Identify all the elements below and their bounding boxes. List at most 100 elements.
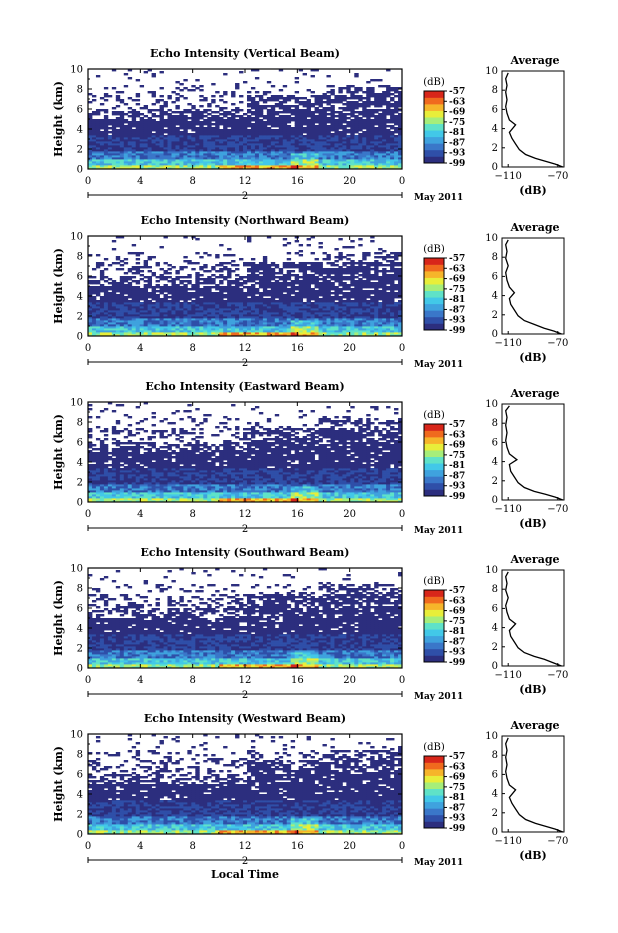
heatmap-cell <box>100 284 104 286</box>
heatmap-cell <box>104 109 108 111</box>
heatmap-cell <box>243 117 247 119</box>
heatmap-cell <box>124 284 128 286</box>
heatmap-cell <box>231 91 235 93</box>
heatmap-cell <box>326 75 330 77</box>
heatmap-cell <box>255 77 259 79</box>
average-x-tick-label: −110 <box>494 171 521 182</box>
heatmap-cell <box>88 113 92 115</box>
heatmap-cell <box>386 286 390 288</box>
heatmap-cell <box>291 95 295 97</box>
heatmap-cell <box>104 268 108 270</box>
heatmap-cell <box>370 101 374 103</box>
heatmap-cell <box>358 111 362 113</box>
heatmap-cell <box>390 103 394 105</box>
heatmap-cell <box>275 103 279 105</box>
heatmap-cell <box>394 292 398 294</box>
heatmap-cell <box>326 95 330 97</box>
heatmap-cell <box>303 73 307 75</box>
heatmap-cell <box>350 85 354 87</box>
heatmap-cell <box>183 79 187 81</box>
panel-2: Echo Intensity (Northward Beam)0246810He… <box>52 214 568 370</box>
heatmap-cell <box>215 270 219 272</box>
heatmap-cell <box>152 119 156 121</box>
heatmap-cell <box>235 115 239 117</box>
heatmap-cell <box>370 282 374 284</box>
heatmap-cell <box>323 101 327 103</box>
heatmap-cell <box>231 270 235 272</box>
heatmap-cell <box>275 129 279 131</box>
heatmap-cell <box>223 300 227 302</box>
heatmap-cell <box>175 127 179 129</box>
heatmap-cell <box>171 91 175 93</box>
y-axis-label: Height (km) <box>52 81 65 157</box>
heatmap-cell <box>263 91 267 93</box>
heatmap-cell <box>374 109 378 111</box>
colorbar-segment <box>424 130 444 137</box>
heatmap-cell <box>326 125 330 127</box>
heatmap-cell <box>374 115 378 117</box>
average-y-tick-label: 6 <box>492 104 498 115</box>
heatmap-cells <box>88 236 402 336</box>
heatmap-cell <box>88 93 92 95</box>
panel-title: Echo Intensity (Northward Beam) <box>141 214 350 227</box>
y-tick-label: 8 <box>77 85 83 96</box>
heatmap-cell <box>203 109 207 111</box>
heatmap-cell <box>152 73 156 75</box>
heatmap-cell <box>223 294 227 296</box>
colorbar-tick-label: -57 <box>449 87 465 97</box>
heatmap-cell <box>350 300 354 302</box>
heatmap-cell <box>167 296 171 298</box>
heatmap-cell <box>128 282 132 284</box>
heatmap-cell <box>311 302 315 304</box>
heatmap-cell <box>386 125 390 127</box>
heatmap-cell <box>219 99 223 101</box>
heatmap-cell <box>132 129 136 131</box>
heatmap-cell <box>362 280 366 282</box>
heatmap-cell <box>116 282 120 284</box>
heatmap-cell <box>219 95 223 97</box>
heatmap-cell <box>358 278 362 280</box>
heatmap-cell <box>136 103 140 105</box>
heatmap-cell <box>235 278 239 280</box>
heatmap-cell <box>92 111 96 113</box>
heatmap-cell <box>326 117 330 119</box>
heatmap-cell <box>311 288 315 290</box>
heatmap-cell <box>239 288 243 290</box>
heatmap-cell <box>144 105 148 107</box>
heatmap-cell <box>144 115 148 117</box>
heatmap-cell <box>247 298 251 300</box>
heatmap-cell <box>247 286 251 288</box>
heatmap-cell <box>156 109 160 111</box>
heatmap-cell <box>378 109 382 111</box>
colorbar-segment <box>424 150 444 157</box>
heatmap-cell <box>271 129 275 131</box>
heatmap-cell <box>267 97 271 99</box>
heatmap-cell <box>287 270 291 272</box>
heatmap-cell <box>160 286 164 288</box>
heatmap-cell <box>334 286 338 288</box>
heatmap-cell <box>354 280 358 282</box>
heatmap-cell <box>227 111 231 113</box>
heatmap-cell <box>116 294 120 296</box>
heatmap-cell <box>160 95 164 97</box>
heatmap-cell <box>279 111 283 113</box>
heatmap-cell <box>124 276 128 278</box>
heatmap-cell <box>211 123 215 125</box>
colorbar-unit: (dB) <box>423 77 445 88</box>
heatmap-cell <box>128 111 132 113</box>
heatmap-cell <box>346 129 350 131</box>
heatmap-cell <box>311 274 315 276</box>
heatmap-cell <box>215 111 219 113</box>
heatmap-cell <box>259 119 263 121</box>
month-label: May 2011 <box>414 193 463 203</box>
heatmap-cell <box>120 276 124 278</box>
heatmap-cell <box>342 87 346 89</box>
heatmap-cell <box>179 276 183 278</box>
heatmap-cell <box>199 89 203 91</box>
heatmap-cell <box>108 292 112 294</box>
heatmap-cell <box>366 87 370 89</box>
heatmap-cell <box>346 113 350 115</box>
heatmap-cell <box>179 95 183 97</box>
heatmap-cell <box>319 109 323 111</box>
heatmap-cell <box>179 111 183 113</box>
